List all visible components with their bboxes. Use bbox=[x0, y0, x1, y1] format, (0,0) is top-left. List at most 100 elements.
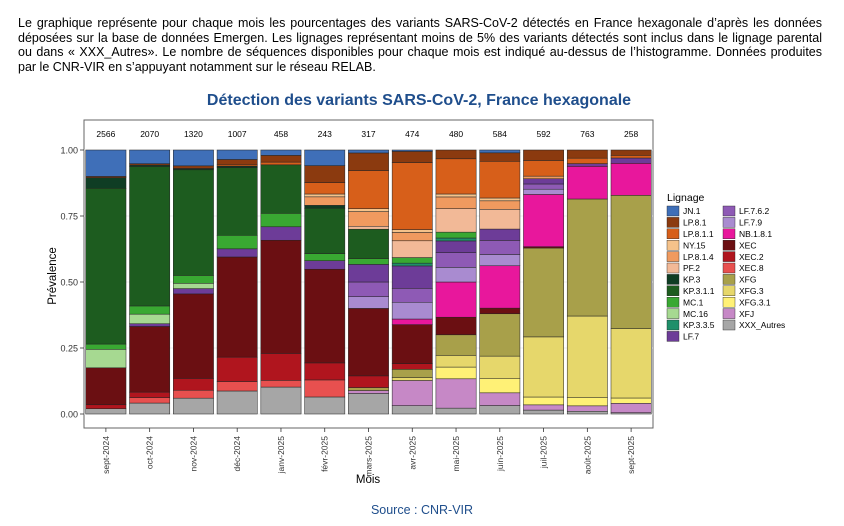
bar-segment-XFG.3 bbox=[566, 315, 608, 398]
bar-segment-PF.2 bbox=[435, 208, 477, 233]
chart-title: Détection des variants SARS-CoV-2, Franc… bbox=[207, 92, 631, 109]
bar-segment-LP.8.1.4 bbox=[435, 196, 477, 209]
bar-segment-XXX_Autres bbox=[216, 390, 258, 415]
bar-segment-XFJ bbox=[391, 380, 433, 406]
bar-segment-MC.1 bbox=[173, 275, 214, 284]
count-label: 258 bbox=[624, 129, 638, 139]
legend-key-KP.3.1.1 bbox=[666, 285, 680, 296]
count-label: 592 bbox=[536, 129, 550, 139]
count-label: 480 bbox=[449, 129, 463, 139]
bar-segment-KP.3.1.1 bbox=[173, 169, 214, 276]
legend-label: LP.8.1 bbox=[683, 218, 707, 228]
bar-segment-LP.8.1.1 bbox=[391, 162, 433, 230]
bar-segment-KP.3 bbox=[304, 205, 346, 209]
bar-segment-XXX_Autres bbox=[260, 386, 302, 415]
legend-key-LF.7.6.2 bbox=[722, 205, 736, 217]
legend-key-XEC bbox=[722, 239, 736, 251]
count-label: 1007 bbox=[228, 129, 247, 139]
x-tick-label: août-2025 bbox=[582, 436, 592, 475]
bar-segment-MC.1 bbox=[348, 258, 389, 265]
bars-group bbox=[85, 149, 652, 415]
bar-segment-MC.16 bbox=[173, 283, 214, 289]
bar-segment-XEC.8 bbox=[260, 380, 302, 388]
bar-segment-JN.1 bbox=[391, 149, 433, 152]
legend-label: XEC.2 bbox=[739, 252, 764, 262]
bar-segment-KP.3.1.1 bbox=[85, 188, 127, 345]
bar-segment-JN.1 bbox=[85, 149, 127, 177]
bar-segment-KP.3.3.5 bbox=[435, 237, 477, 242]
legend-label: LF.7 bbox=[683, 332, 699, 342]
y-tick-label: 0.75 bbox=[60, 212, 78, 222]
y-tick-label: 0.00 bbox=[60, 410, 78, 420]
bar-segment-NB.1.8.1 bbox=[435, 281, 477, 318]
bar-segment-KP.3.1.1 bbox=[129, 166, 171, 307]
legend-key-NY.15 bbox=[666, 239, 680, 251]
bar-segment-LF.7.6.2 bbox=[391, 288, 433, 303]
legend-key-NB.1.8.1 bbox=[722, 228, 736, 240]
bar-segment-KP.3.1.1 bbox=[260, 164, 302, 214]
x-tick-label: janv-2025 bbox=[276, 436, 286, 475]
bar-segment-LF.7 bbox=[435, 240, 477, 253]
legend-key-KP.3 bbox=[666, 274, 680, 285]
legend-key-KP.3.3.5 bbox=[666, 319, 680, 331]
x-tick-label: juil-2025 bbox=[539, 436, 549, 469]
bar-segment-LP.8.1.4 bbox=[479, 200, 521, 210]
bar-segment-LP.8.1 bbox=[610, 149, 652, 156]
bar-segment-XFG bbox=[348, 387, 389, 391]
legend-key-LP.8.1 bbox=[666, 217, 680, 228]
bar-segment-XEC.2 bbox=[85, 404, 127, 409]
bar-segment-NY.15 bbox=[348, 208, 389, 212]
bar-segment-KP.3 bbox=[85, 177, 127, 189]
bar-segment-LP.8.1 bbox=[479, 152, 521, 162]
bar-segment-LP.8.1.4 bbox=[391, 232, 433, 242]
bar-segment-LF.7 bbox=[304, 260, 346, 270]
bar-segment-LP.8.1 bbox=[348, 152, 389, 171]
legend-label: XEC bbox=[739, 240, 756, 250]
bar-segment-NY.15 bbox=[304, 193, 346, 198]
bar-segment-XEC.2 bbox=[260, 353, 302, 381]
bar-segment-XFG.3 bbox=[523, 336, 564, 398]
bar-segment-LP.8.1.1 bbox=[260, 161, 302, 166]
bar-segment-PF.2 bbox=[391, 240, 433, 258]
bar-segment-LP.8.1 bbox=[260, 155, 302, 163]
count-label: 474 bbox=[405, 129, 419, 139]
bar-segment-XEC.2 bbox=[129, 391, 171, 398]
bar-segment-LP.8.1.1 bbox=[523, 160, 564, 177]
count-label: 763 bbox=[580, 129, 594, 139]
legend-key-XFG.3 bbox=[722, 285, 736, 296]
bar-segment-MC.1 bbox=[260, 213, 302, 228]
bar-segment-KP.3.1.1 bbox=[304, 207, 346, 254]
bar-segment-XXX_Autres bbox=[523, 409, 564, 415]
bar-segment-XEC.2 bbox=[391, 363, 433, 370]
bar-segment-XFJ bbox=[348, 390, 389, 394]
y-axis-label: Prévalence bbox=[47, 247, 59, 305]
bar-segment-PF.2 bbox=[479, 209, 521, 230]
legend-label: XEC.8 bbox=[739, 263, 764, 273]
legend-key-MC.1 bbox=[666, 297, 680, 308]
stacked-bar-chart: Détection des variants SARS-CoV-2, Franc… bbox=[47, 92, 785, 486]
bar-segment-JN.1 bbox=[479, 149, 521, 154]
legend-label: MC.1 bbox=[683, 297, 704, 307]
bar-segment-XEC.2 bbox=[173, 378, 214, 391]
x-tick-label: oct-2024 bbox=[145, 436, 155, 469]
x-tick-label: févr-2025 bbox=[320, 436, 330, 472]
x-axis-label: Mois bbox=[356, 474, 381, 486]
bar-segment-XEC bbox=[173, 293, 214, 379]
x-tick-label: avr-2025 bbox=[407, 436, 417, 470]
bar-segment-LP.8.1.1 bbox=[348, 170, 389, 209]
bar-segment-KP.3.3.5 bbox=[391, 262, 433, 267]
x-tick-label: sept-2025 bbox=[626, 436, 636, 474]
bar-segment-XFG.3 bbox=[479, 355, 521, 379]
legend-label: LP.8.1.4 bbox=[683, 252, 714, 262]
bar-segment-LP.8.1 bbox=[216, 159, 258, 166]
bar-segment-JN.1 bbox=[304, 149, 346, 166]
bar-segment-MC.1 bbox=[304, 253, 346, 261]
legend-key-JN.1 bbox=[666, 205, 680, 217]
bar-segment-XEC bbox=[348, 308, 389, 377]
legend-key-XFJ bbox=[722, 308, 736, 319]
legend-label: KP.3 bbox=[683, 275, 701, 285]
bar-segment-XFG.3 bbox=[610, 328, 652, 399]
bar-segment-LF.7.9 bbox=[435, 267, 477, 283]
bar-segment-KP.3.1.1 bbox=[216, 167, 258, 236]
bar-segment-XFG.3.1 bbox=[566, 397, 608, 407]
